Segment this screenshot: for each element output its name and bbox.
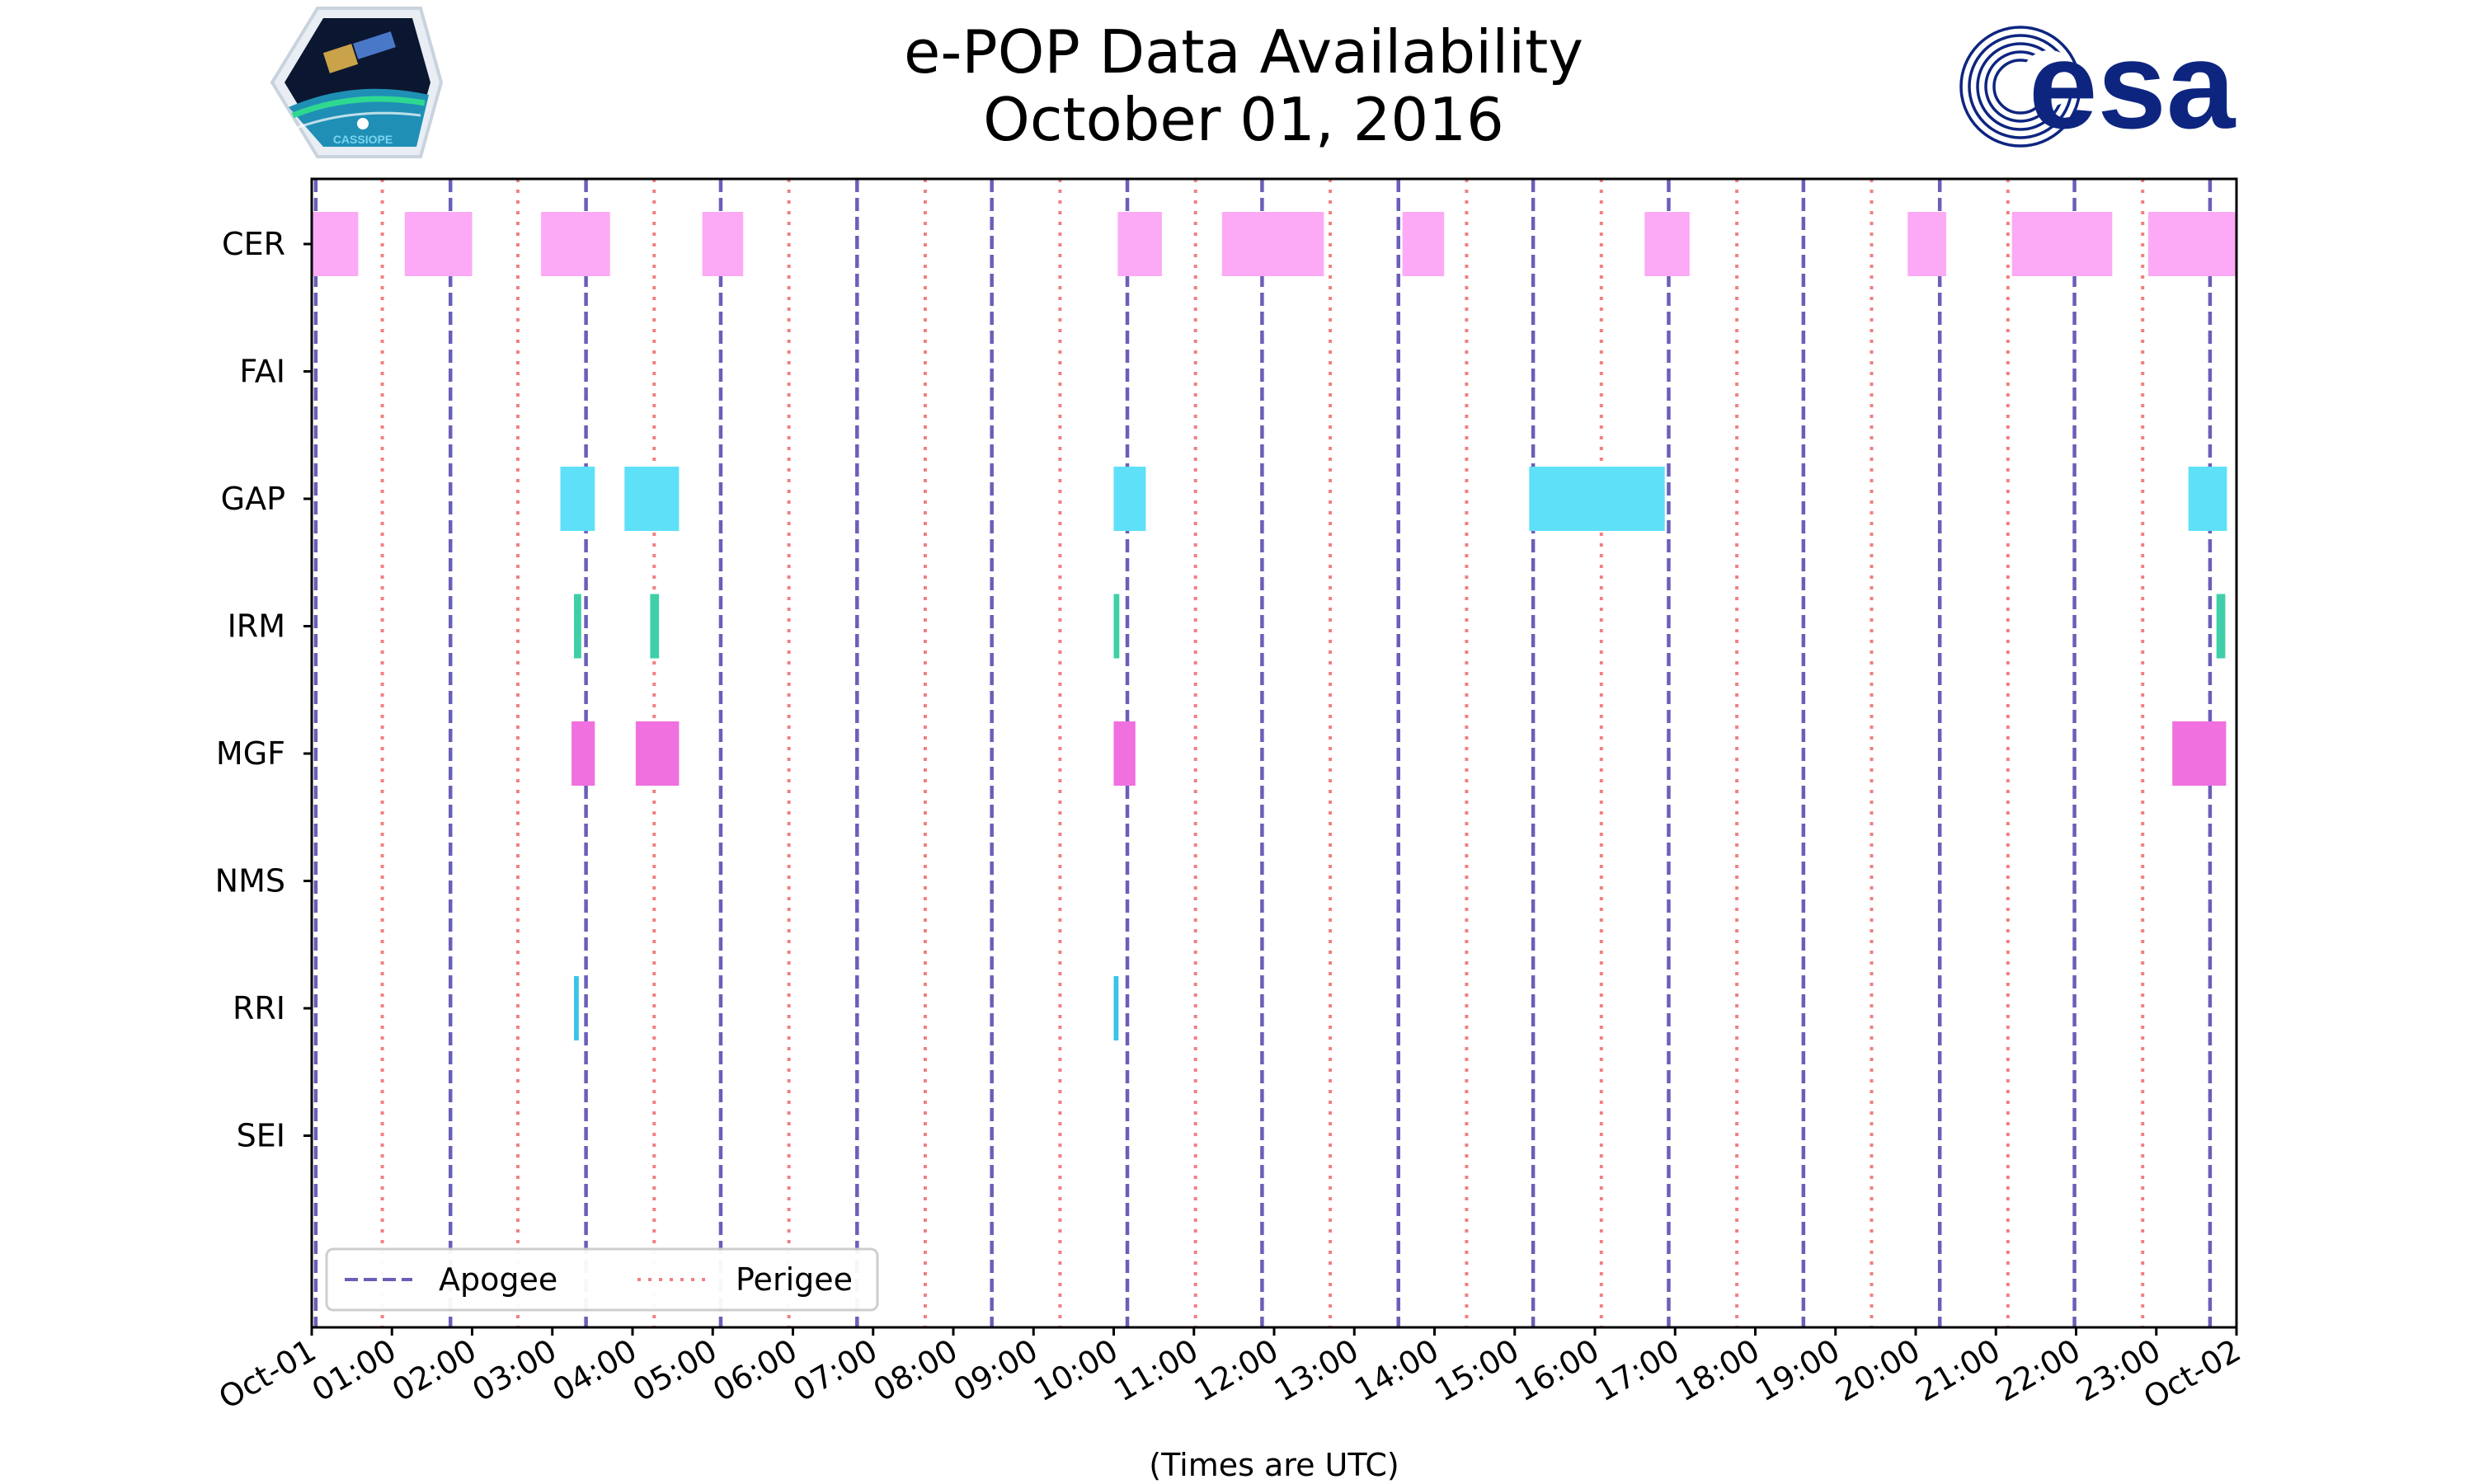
bar-rri-0 <box>574 976 579 1040</box>
x-tick-label-11: 11:00 <box>1108 1332 1204 1409</box>
bar-mgf-1 <box>635 721 680 786</box>
x-tick-label-22: 22:00 <box>1990 1332 2086 1409</box>
bar-cer-3 <box>702 212 744 276</box>
bar-cer-0 <box>312 212 359 276</box>
bar-cer-5 <box>1221 212 1324 276</box>
legend-perigee-label: Perigee <box>736 1261 853 1298</box>
x-tick-label-12: 12:00 <box>1188 1332 1285 1409</box>
x-tick-label-21: 21:00 <box>1910 1332 2006 1409</box>
bar-cer-6 <box>1402 212 1445 276</box>
x-tick-label-13: 13:00 <box>1268 1332 1365 1409</box>
x-tick-label-17: 17:00 <box>1589 1332 1686 1409</box>
bar-cer-9 <box>2011 212 2113 276</box>
bar-rri-1 <box>1113 976 1119 1040</box>
x-tick-label-19: 19:00 <box>1749 1332 1846 1409</box>
bar-cer-4 <box>1117 212 1162 276</box>
bar-cer-10 <box>2148 212 2236 276</box>
x-tick-label-3: 03:00 <box>466 1332 562 1409</box>
plot-frame <box>310 177 2238 1329</box>
x-tick-label-16: 16:00 <box>1509 1332 1606 1409</box>
bar-mgf-0 <box>571 721 595 786</box>
cassiope-logo: CASSIOPE <box>270 7 444 158</box>
bar-mgf-3 <box>2172 721 2227 786</box>
y-tick-label-cer: CER <box>222 226 285 262</box>
x-tick-label-1: 01:00 <box>306 1332 402 1409</box>
x-tick-label-7: 07:00 <box>787 1332 883 1409</box>
x-tick-label-10: 10:00 <box>1028 1332 1124 1409</box>
y-tick-label-nms: NMS <box>215 863 285 899</box>
x-tick-label-0: Oct-01 <box>213 1332 322 1416</box>
chart-title: e-POP Data Availability <box>904 17 1583 87</box>
x-tick-label-20: 20:00 <box>1830 1332 1926 1409</box>
bar-cer-2 <box>541 212 610 276</box>
x-axis-label: (Times are UTC) <box>1149 1447 1399 1483</box>
cassiope-label: CASSIOPE <box>333 133 393 146</box>
chart-subtitle: October 01, 2016 <box>983 85 1504 154</box>
esa-logo: esa <box>1959 16 2236 154</box>
bar-cer-8 <box>1907 212 1946 276</box>
y-tick-label-irm: IRM <box>228 608 285 645</box>
bar-gap-0 <box>560 467 595 531</box>
y-tick-label-mgf: MGF <box>216 735 285 772</box>
x-tick-label-6: 06:00 <box>707 1332 803 1409</box>
bar-irm-1 <box>650 594 660 659</box>
x-tick-label-18: 18:00 <box>1669 1332 1766 1409</box>
bar-gap-2 <box>1113 467 1146 531</box>
x-tick-label-2: 02:00 <box>386 1332 482 1409</box>
bar-mgf-2 <box>1113 721 1136 786</box>
bar-gap-4 <box>2188 467 2227 531</box>
x-tick-label-9: 09:00 <box>948 1332 1044 1409</box>
esa-wordmark: esa <box>2029 16 2236 154</box>
bar-irm-3 <box>2216 594 2226 659</box>
x-tick-label-15: 15:00 <box>1428 1332 1525 1409</box>
legend-apogee-label: Apogee <box>439 1261 557 1298</box>
x-tick-label-14: 14:00 <box>1348 1332 1445 1409</box>
y-tick-label-fai: FAI <box>239 354 285 390</box>
bar-cer-1 <box>404 212 473 276</box>
y-tick-label-sei: SEI <box>237 1118 285 1154</box>
x-tick-label-8: 08:00 <box>868 1332 964 1409</box>
orbit-guides <box>313 179 2213 1327</box>
bar-irm-2 <box>1113 594 1120 659</box>
x-tick-label-4: 04:00 <box>547 1332 643 1409</box>
x-tick-label-5: 05:00 <box>627 1332 723 1409</box>
legend: Apogee Perigee <box>325 1247 879 1312</box>
bar-cer-7 <box>1644 212 1690 276</box>
bar-irm-0 <box>574 594 581 659</box>
data-bars <box>312 212 2236 1040</box>
y-tick-label-gap: GAP <box>221 481 285 517</box>
bar-gap-1 <box>624 467 680 531</box>
y-tick-label-rri: RRI <box>233 990 285 1026</box>
bar-gap-3 <box>1529 467 1665 531</box>
